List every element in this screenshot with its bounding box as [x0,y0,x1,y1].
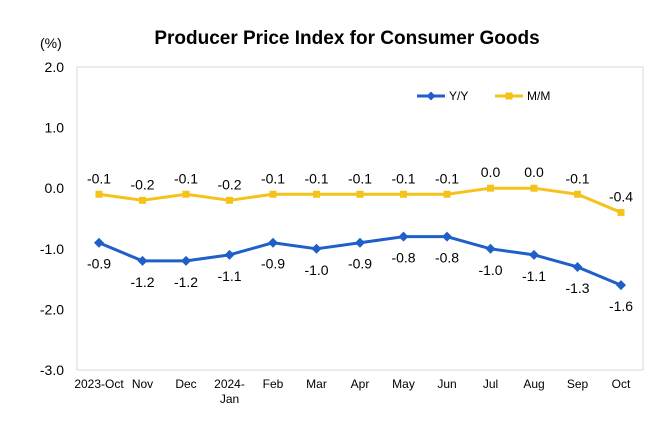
data-point [398,231,409,242]
x-tick-label: Jul [483,377,498,391]
chart-title: Producer Price Index for Consumer Goods [154,28,539,49]
data-label: -1.0 [304,262,328,278]
data-label: -0.9 [348,256,372,272]
x-tick-label: Aug [523,377,544,391]
data-point [311,243,322,254]
data-point [574,190,581,198]
y-tick-label: -1.0 [40,241,64,257]
data-label: 0.0 [524,164,544,180]
plot-area [76,66,644,371]
x-tick-label: 2024- [214,377,245,391]
y-tick-label: -3.0 [40,362,64,378]
data-label: -0.1 [391,170,415,186]
y-tick-label: -2.0 [40,301,64,317]
data-point [400,190,407,198]
data-label: -1.2 [130,274,154,290]
x-tick-label: Mar [306,377,327,391]
data-point [443,190,451,198]
y-tick-label: 1.0 [45,120,65,136]
data-point [182,190,190,198]
legend-label: M/M [527,89,550,103]
data-point [617,208,625,216]
data-label: -1.0 [478,262,502,278]
y-tick-label: 2.0 [45,59,65,75]
x-tick-label: Jun [437,377,456,391]
x-tick-label: Dec [175,377,196,391]
data-label: -0.2 [217,176,241,192]
data-point [529,249,539,260]
data-point [269,190,277,198]
x-tick-label: May [392,377,415,391]
data-label: -0.2 [130,176,154,192]
x-tick-label: Jan [220,392,239,406]
data-label: -0.8 [391,250,415,266]
data-point [442,231,452,242]
data-label: -1.2 [174,274,198,290]
series-layer [94,184,626,291]
data-point [224,249,235,260]
data-point [616,280,626,291]
legend-marker [426,91,436,101]
data-point [356,190,364,198]
data-point [487,184,494,192]
data-point [95,190,103,198]
data-label: -1.3 [565,280,589,296]
x-tick-label: 2023-Oct [74,377,124,391]
data-point [268,237,278,248]
legend-marker [505,92,513,100]
data-point [181,255,191,266]
x-tick-label: Sep [567,377,589,391]
data-label: -0.1 [174,170,198,186]
data-label: -1.1 [522,268,546,284]
data-point [572,261,583,272]
data-point [139,196,146,204]
legend-label: Y/Y [449,89,468,103]
data-label: -0.9 [261,256,285,272]
data-label: 0.0 [481,164,501,180]
data-label: -0.1 [87,170,111,186]
y-axis: 2.0 1.0 0.0 -1.0 -2.0 -3.0 [40,59,64,378]
data-point [94,237,104,248]
data-label: -1.1 [217,268,241,284]
x-tick-label: Oct [612,377,631,391]
data-label: -0.1 [565,170,589,186]
x-tick-label: Apr [351,377,370,391]
data-point [226,196,233,204]
data-label: -0.4 [609,188,633,204]
data-labels: -0.9 -1.2 -1.2 -1.1 -0.9 -1.0 -0.9 -0.8 -0.8 -1.0… [87,164,633,314]
x-axis: 2023-Oct Nov Dec 2024-Jan Feb Mar Apr May Jun Jul… [74,377,631,406]
data-label: -1.6 [609,298,633,314]
data-label: -0.9 [87,256,111,272]
y-tick-label: 0.0 [45,180,65,196]
data-point [530,184,538,192]
data-label: -0.8 [435,250,459,266]
data-label: -0.1 [348,170,372,186]
data-label: -0.1 [435,170,459,186]
data-label: -0.1 [304,170,328,186]
y-axis-unit-label: (%) [40,35,62,51]
legend: Y/Y M/M [417,89,550,103]
x-tick-label: Nov [132,377,153,391]
data-point [137,255,148,266]
data-label: -0.1 [261,170,285,186]
data-point [485,243,496,254]
x-tick-label: Feb [263,377,284,391]
data-point [355,237,365,248]
data-point [313,190,320,198]
